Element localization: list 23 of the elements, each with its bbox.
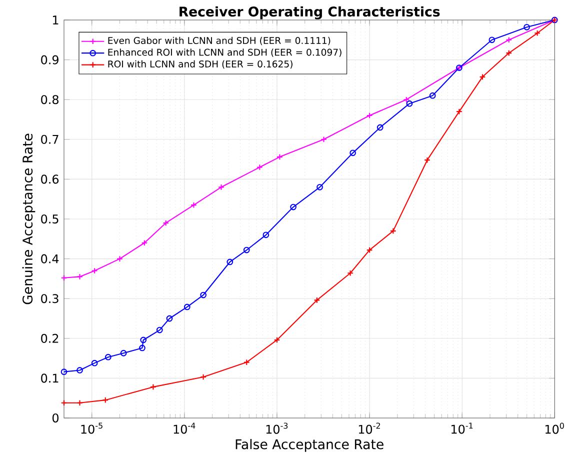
chart-title: Receiver Operating Characteristics <box>180 6 440 20</box>
y-tick-label: 1 <box>53 16 58 24</box>
y-axis-title: Genuine Acceptance Rate <box>22 134 36 304</box>
y-tick-label: 0.8 <box>41 95 58 104</box>
legend-label: Enhanced ROI with LCNN and SDH (EER = 0.1097) <box>108 48 342 57</box>
x-tick-label: 10$^{-5}$ <box>81 422 102 434</box>
y-tick-label: 0.5 <box>41 214 58 224</box>
y-tick-label: 0.4 <box>41 254 59 264</box>
y-tick-label: 0.7 <box>41 134 58 144</box>
x-axis-title: False Acceptance Rate <box>236 438 384 452</box>
y-tick-label: 0.3 <box>41 294 58 304</box>
x-tick-label: 10$^{-2}$ <box>358 422 380 434</box>
y-tick-label: 0.1 <box>41 374 58 383</box>
x-tick-label: 10$^{-4}$ <box>174 422 196 434</box>
y-tick-label: 0.2 <box>41 334 58 343</box>
y-tick-label: 0.6 <box>41 174 59 184</box>
x-tick-label: 10$^{-3}$ <box>266 422 288 434</box>
legend-label: Even Gabor with LCNN and SDH (EER = 0.1111) <box>108 36 330 46</box>
x-tick-label: 10$^{-1}$ <box>452 422 473 434</box>
legend-label: ROI with LCNN and SDH (EER = 0.1625) <box>108 60 292 69</box>
y-tick-label: 0 <box>52 413 59 423</box>
y-tick-label: 0.9 <box>41 55 58 64</box>
x-tick-label: 10$^{0}$ <box>546 422 564 434</box>
